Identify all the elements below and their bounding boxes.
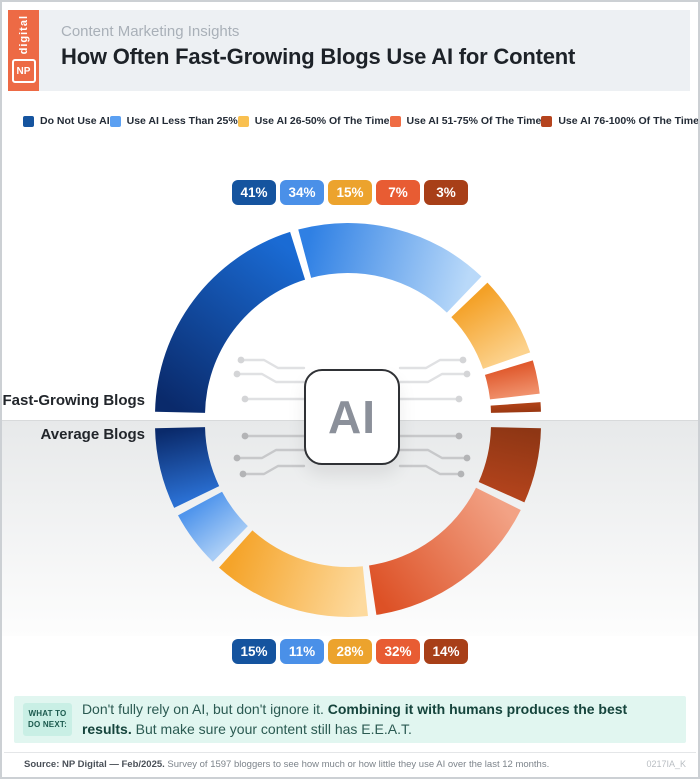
eyebrow: Content Marketing Insights <box>61 23 240 40</box>
circuit-trace-dot <box>455 395 463 403</box>
fast-growing-value-badges: 41% 34% 15% 7% 3% <box>2 180 698 205</box>
row-label-average: Average Blogs <box>40 426 145 443</box>
percent-badge: 15% <box>328 180 372 205</box>
circuit-trace-dot <box>241 432 249 440</box>
circuit-trace-dot <box>463 454 471 462</box>
percent-badge: 7% <box>376 180 420 205</box>
circuit-trace-dot <box>233 370 241 378</box>
circuit-traces-decoration <box>233 356 471 478</box>
donut-segment <box>298 223 482 313</box>
percent-badge: 32% <box>376 639 420 664</box>
donut-segment <box>219 530 368 617</box>
average-value-badges: 15% 11% 28% 32% 14% <box>2 639 698 664</box>
header: digital NP Content Marketing Insights Ho… <box>8 10 690 91</box>
row-label-fast-growing: Fast-Growing Blogs <box>2 392 146 409</box>
callout-text-bold: Combining it with humans produces the be… <box>81 700 628 737</box>
source-note: Source: NP Digital — Feb/2025. Survey of… <box>24 759 549 770</box>
legend-label: Use AI 76-100% Of The Time <box>558 115 699 127</box>
circuit-trace-line <box>398 464 460 476</box>
legend-label: Use AI 26-50% Of The Time <box>254 115 390 127</box>
ai-chip-icon: AI <box>304 369 400 465</box>
donut-chart <box>155 223 541 617</box>
percent-badge: 11% <box>280 639 324 664</box>
callout-text-post: But make sure your content still has E.E… <box>131 720 412 737</box>
callout-text-pre: Don't fully rely on AI, but don't ignore… <box>81 700 328 717</box>
source-note-bold: Source: NP Digital — Feb/2025. <box>24 759 165 770</box>
circuit-trace-line <box>238 448 306 460</box>
callout-tag-line1: WHAT TO <box>28 709 67 719</box>
footer-divider <box>4 752 696 753</box>
callout-tag: WHAT TO DO NEXT: <box>23 703 72 736</box>
percent-badge: 41% <box>232 180 276 205</box>
percent-badge: 28% <box>328 639 372 664</box>
callout-text: Don't fully rely on AI, but don't ignore… <box>82 700 685 739</box>
circuit-trace-line <box>242 358 306 370</box>
legend-swatch <box>23 115 34 127</box>
legend-swatch <box>109 115 121 127</box>
circuit-trace-dot <box>459 356 467 364</box>
donut-segment <box>178 491 248 562</box>
percent-badge: 15% <box>232 639 276 664</box>
legend-swatch <box>237 115 249 127</box>
legend-label: Use AI Less Than 25% <box>126 115 238 127</box>
percent-badge: 34% <box>280 180 324 205</box>
donut-segment <box>490 402 541 413</box>
legend-swatch <box>389 115 401 127</box>
circuit-trace-line <box>238 372 306 384</box>
donut-segment <box>451 282 531 369</box>
legend-swatch <box>541 115 553 127</box>
circuit-trace-line <box>398 372 466 384</box>
legend-item: Use AI 51-75% Of The Time <box>389 115 542 127</box>
page-title: How Often Fast-Growing Blogs Use AI for … <box>61 44 576 69</box>
np-digital-logo: digital NP <box>8 10 39 91</box>
source-note-rest: Survey of 1597 bloggers to see how much … <box>164 759 550 770</box>
header-main: Content Marketing Insights How Often Fas… <box>39 10 690 91</box>
circuit-trace-dot <box>237 356 245 364</box>
legend-label: Do Not Use AI <box>40 115 110 127</box>
donut-segment <box>478 427 541 503</box>
logo-np-mark: NP <box>11 59 36 83</box>
circuit-trace-line <box>398 358 462 370</box>
circuit-trace-dot <box>233 454 241 462</box>
legend-label: Use AI 51-75% Of The Time <box>406 115 542 127</box>
donut-segment <box>155 231 306 413</box>
circuit-trace-line <box>244 464 306 476</box>
legend-item: Use AI 76-100% Of The Time <box>541 115 699 127</box>
legend-item: Use AI 26-50% Of The Time <box>237 115 390 127</box>
reference-code: 0217IA_K <box>646 759 686 769</box>
legend: Do Not Use AI Use AI Less Than 25% Use AI … <box>2 115 698 127</box>
logo-digital-text: digital <box>17 14 30 54</box>
circuit-trace-dot <box>457 470 465 478</box>
percent-badge: 3% <box>424 180 468 205</box>
circuit-trace-dot <box>239 470 247 478</box>
footer: Source: NP Digital — Feb/2025. Survey of… <box>24 759 686 770</box>
legend-item: Do Not Use AI <box>23 115 110 127</box>
ai-chip-label: AI <box>328 391 376 443</box>
donut-segment <box>484 360 540 400</box>
circuit-trace-dot <box>455 432 463 440</box>
circuit-trace-dot <box>463 370 471 378</box>
what-to-do-next-callout: WHAT TO DO NEXT: Don't fully rely on AI,… <box>14 696 686 743</box>
percent-badge: 14% <box>424 639 468 664</box>
donut-segment <box>369 487 521 615</box>
circuit-trace-line <box>398 448 466 460</box>
callout-tag-line2: DO NEXT: <box>28 719 67 729</box>
donut-segment <box>155 427 220 508</box>
legend-item: Use AI Less Than 25% <box>109 115 238 127</box>
circuit-trace-dot <box>241 395 249 403</box>
